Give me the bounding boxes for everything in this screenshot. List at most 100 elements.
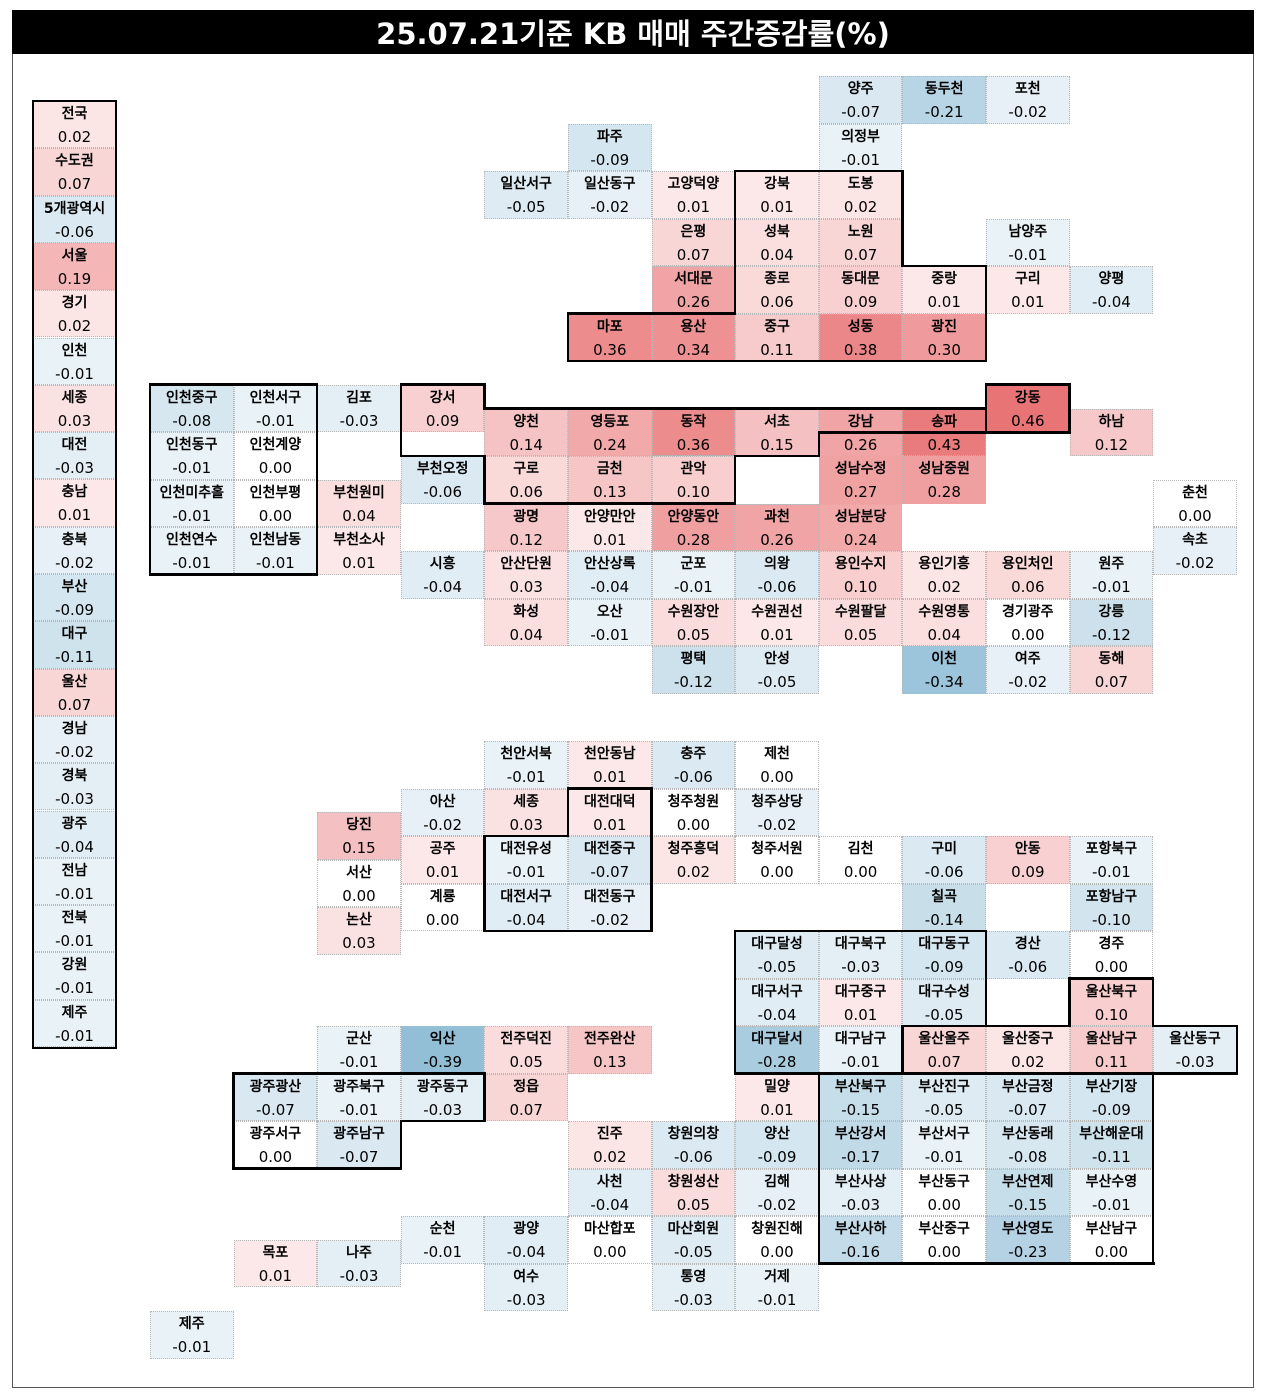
region-150-value: -0.01 — [423, 1243, 462, 1261]
region-89-value: 0.15 — [342, 839, 376, 858]
region-83-value: 0.00 — [760, 768, 794, 786]
region-115-cell: 군산 -0.01 — [317, 1026, 401, 1074]
region-100-name: 계룡 — [429, 888, 456, 905]
region-119-cell: 대구달서 -0.28 — [735, 1026, 819, 1074]
region-132-name: 부산금정 — [1002, 1078, 1054, 1095]
region-21-cell: 용산 0.34 — [651, 313, 736, 361]
region-63-name: 용인수지 — [834, 556, 887, 572]
region-10-value: 0.07 — [676, 245, 711, 264]
summary-17-name: 전북 — [61, 910, 88, 927]
region-147-cell: 부산동구 0.00 — [902, 1168, 986, 1216]
region-67-value: 0.04 — [509, 625, 543, 644]
region-105-cell: 논산 0.03 — [317, 907, 401, 955]
region-79-name: 동해 — [1098, 651, 1125, 667]
region-123-value: 0.11 — [1094, 1053, 1129, 1071]
region-133-value: -0.09 — [1091, 1100, 1131, 1119]
region-96-name: 구미 — [931, 841, 958, 857]
region-121-cell: 울산울주 0.07 — [902, 1026, 986, 1074]
region-17-cell: 중랑 0.01 — [902, 266, 986, 314]
summary-2-name: 5개광역시 — [43, 200, 106, 217]
region-42-cell: 관악 0.10 — [651, 456, 736, 504]
region-53-value: 0.24 — [843, 530, 878, 549]
region-57-value: -0.02 — [1175, 554, 1215, 573]
region-75-value: -0.12 — [673, 673, 713, 691]
region-133-name: 부산기장 — [1085, 1078, 1138, 1095]
region-139-name: 부산강서 — [834, 1126, 887, 1142]
region-33-name: 서초 — [764, 413, 790, 430]
region-102-name: 대전동구 — [584, 888, 636, 905]
region-58-value: -0.04 — [423, 578, 462, 596]
region-60-name: 안산상록 — [584, 556, 636, 572]
region-116-cell: 익산 -0.39 — [400, 1026, 485, 1074]
region-3-cell: 파주 -0.09 — [568, 123, 652, 171]
region-93-cell: 청주흥덕 0.02 — [651, 836, 736, 884]
summary-13-value: -0.02 — [55, 742, 94, 761]
region-72-name: 수원영통 — [918, 603, 970, 620]
region-88-value: -0.02 — [757, 815, 797, 834]
region-52-name: 과천 — [764, 508, 790, 525]
region-156-value: 0.00 — [927, 1243, 961, 1261]
region-55-name: 인천남동 — [249, 532, 302, 549]
region-164-cell: 제주 -0.01 — [150, 1311, 234, 1359]
summary-12-value: 0.07 — [57, 695, 92, 714]
region-29-cell: 강동 0.46 — [986, 384, 1070, 433]
region-134-name: 광주서구 — [249, 1126, 302, 1142]
summary-9-name: 충북 — [61, 531, 88, 548]
region-162-name: 통영 — [680, 1268, 707, 1285]
region-26-name: 인천서구 — [249, 389, 302, 406]
region-48-name: 춘천 — [1182, 484, 1208, 501]
region-6-name: 일산동구 — [584, 176, 636, 192]
summary-15-name: 광주 — [61, 815, 88, 832]
region-151-name: 광양 — [513, 1221, 540, 1237]
region-106-value: -0.05 — [757, 958, 797, 976]
region-62-name: 의왕 — [764, 556, 790, 572]
region-52-value: 0.26 — [760, 530, 794, 549]
region-102-cell: 대전동구 -0.02 — [568, 883, 652, 931]
region-131-value: -0.05 — [924, 1100, 964, 1119]
region-147-value: 0.00 — [927, 1195, 961, 1214]
region-22-name: 중구 — [764, 318, 790, 335]
region-114-name: 울산북구 — [1085, 983, 1138, 1000]
region-46-name: 인천부평 — [249, 484, 302, 501]
region-37-name: 인천동구 — [166, 437, 218, 454]
region-39-name: 부천오정 — [416, 461, 469, 477]
region-100-value: 0.00 — [425, 910, 460, 929]
region-139-value: -0.17 — [841, 1148, 880, 1166]
summary-13-cell: 경남 -0.02 — [33, 715, 116, 764]
region-44-name: 성남중원 — [918, 461, 970, 477]
region-134-cell: 광주서구 0.00 — [233, 1121, 318, 1169]
region-10-name: 은평 — [680, 223, 707, 240]
region-24-value: 0.30 — [927, 340, 961, 359]
summary-5-value: -0.01 — [55, 364, 94, 383]
summary-16-value: -0.01 — [55, 884, 94, 903]
region-141-name: 부산동래 — [1002, 1126, 1054, 1142]
region-88-cell: 청주상당 -0.02 — [735, 788, 819, 836]
region-129-value: 0.01 — [760, 1100, 794, 1119]
region-96-cell: 구미 -0.06 — [902, 836, 986, 884]
region-25-cell: 인천중구 -0.08 — [150, 384, 234, 433]
region-97-value: 0.09 — [1011, 863, 1045, 881]
region-159-value: 0.01 — [258, 1266, 293, 1285]
region-137-name: 창원의창 — [667, 1126, 720, 1142]
region-151-value: -0.04 — [506, 1243, 546, 1261]
region-98-name: 포항북구 — [1085, 841, 1138, 857]
region-127-cell: 광주동구 -0.03 — [400, 1073, 485, 1121]
region-59-cell: 안산단원 0.03 — [484, 551, 568, 599]
region-101-name: 대전서구 — [500, 888, 552, 905]
region-163-name: 거제 — [764, 1268, 790, 1285]
region-129-cell: 밀양 0.01 — [735, 1073, 819, 1121]
region-134-value: 0.00 — [258, 1148, 293, 1166]
region-66-value: -0.01 — [1091, 578, 1131, 596]
region-110-cell: 경주 0.00 — [1069, 931, 1154, 979]
region-145-name: 김해 — [764, 1173, 790, 1190]
region-5-cell: 일산서구 -0.05 — [484, 171, 568, 219]
summary-12-name: 울산 — [61, 673, 88, 690]
region-123-name: 울산남구 — [1085, 1031, 1138, 1047]
region-12-name: 노원 — [847, 223, 874, 240]
region-20-cell: 마포 0.36 — [568, 313, 652, 361]
region-150-cell: 순천 -0.01 — [400, 1216, 485, 1264]
region-81-value: 0.01 — [593, 768, 627, 786]
region-74-name: 강릉 — [1098, 603, 1125, 620]
summary-18-value: -0.01 — [55, 979, 94, 998]
region-113-cell: 대구수성 -0.05 — [902, 978, 986, 1026]
